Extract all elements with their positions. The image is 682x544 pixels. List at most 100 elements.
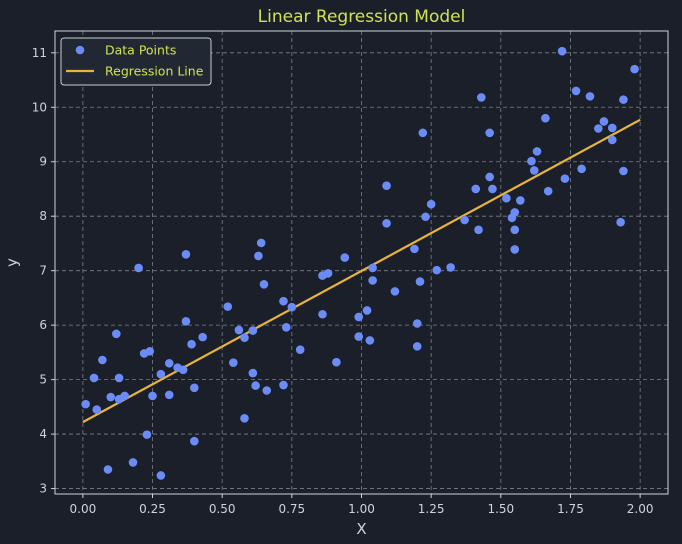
data-point bbox=[516, 196, 525, 205]
data-point bbox=[594, 124, 603, 133]
data-point bbox=[156, 471, 166, 480]
data-point bbox=[223, 302, 233, 311]
data-point bbox=[382, 218, 391, 228]
data-point bbox=[607, 123, 617, 133]
data-point bbox=[98, 355, 107, 365]
data-point bbox=[410, 244, 419, 254]
data-point bbox=[134, 263, 143, 273]
legend-box bbox=[60, 37, 212, 86]
x-tick-label: 2.00 bbox=[627, 502, 654, 516]
regression-line bbox=[82, 118, 641, 424]
data-point bbox=[599, 117, 609, 126]
data-point bbox=[571, 86, 581, 96]
data-point bbox=[362, 306, 372, 315]
data-point bbox=[145, 346, 155, 356]
data-point bbox=[510, 245, 520, 254]
x-tick-label: 1.25 bbox=[418, 502, 445, 516]
data-point bbox=[340, 253, 350, 262]
y-tick-label: 6 bbox=[39, 318, 47, 332]
data-point bbox=[89, 373, 99, 383]
data-point bbox=[112, 329, 121, 339]
data-point bbox=[446, 263, 455, 272]
legend-regression-line-label: Regression Line bbox=[105, 64, 204, 79]
y-tick-label: 11 bbox=[32, 46, 47, 60]
data-point bbox=[421, 212, 430, 222]
data-point bbox=[543, 186, 553, 196]
data-point bbox=[240, 413, 249, 423]
x-tick-label: 0.25 bbox=[139, 502, 166, 516]
data-point bbox=[106, 392, 116, 402]
data-point bbox=[81, 399, 90, 409]
data-point bbox=[485, 172, 494, 182]
data-point bbox=[502, 193, 511, 203]
data-point bbox=[368, 276, 377, 285]
data-point bbox=[198, 332, 207, 342]
data-point bbox=[287, 302, 297, 312]
data-point bbox=[156, 369, 166, 379]
legend-data-points-marker bbox=[75, 45, 85, 55]
data-point bbox=[368, 263, 377, 273]
data-point bbox=[390, 287, 400, 296]
data-point bbox=[619, 95, 628, 104]
data-point bbox=[128, 458, 138, 467]
data-point bbox=[178, 365, 188, 375]
data-point bbox=[187, 339, 196, 349]
data-point bbox=[248, 368, 258, 378]
data-point bbox=[560, 174, 570, 183]
data-point bbox=[488, 184, 497, 194]
data-point bbox=[248, 326, 258, 335]
y-tick-label: 3 bbox=[39, 482, 47, 496]
x-tick-label: 1.50 bbox=[487, 502, 514, 516]
data-point bbox=[354, 312, 364, 322]
y-tick-label: 9 bbox=[39, 155, 47, 169]
x-tick-label: 1.75 bbox=[557, 502, 584, 516]
data-point bbox=[460, 215, 469, 225]
data-point bbox=[259, 279, 269, 289]
x-tick-label: 0.50 bbox=[209, 502, 236, 516]
data-points-layer bbox=[81, 46, 639, 480]
data-point bbox=[619, 166, 628, 176]
data-point bbox=[279, 380, 288, 390]
data-point bbox=[616, 217, 625, 227]
data-point bbox=[332, 357, 341, 367]
data-point bbox=[630, 64, 639, 74]
legend-data-points-label: Data Points bbox=[105, 43, 176, 58]
data-point bbox=[262, 386, 272, 395]
data-point bbox=[415, 277, 425, 286]
x-axis-label: X bbox=[356, 520, 366, 538]
data-point bbox=[426, 199, 436, 209]
data-point bbox=[142, 430, 152, 439]
data-point bbox=[532, 147, 542, 156]
data-point bbox=[148, 391, 157, 401]
data-point bbox=[412, 319, 422, 328]
data-point bbox=[323, 269, 333, 278]
data-point bbox=[607, 135, 617, 145]
data-point bbox=[510, 225, 520, 235]
y-axis-label: y bbox=[3, 258, 21, 267]
data-point bbox=[585, 92, 595, 101]
chart-title: Linear Regression Model bbox=[258, 7, 466, 27]
data-point bbox=[190, 436, 199, 446]
data-point bbox=[471, 184, 481, 194]
data-point bbox=[577, 164, 586, 174]
data-point bbox=[318, 309, 327, 319]
data-point bbox=[474, 225, 483, 235]
data-point bbox=[114, 373, 124, 383]
data-point bbox=[181, 250, 191, 259]
data-point bbox=[557, 46, 567, 56]
data-point bbox=[181, 317, 191, 326]
data-point bbox=[164, 358, 174, 368]
x-tick-label: 0.00 bbox=[70, 502, 97, 516]
data-point bbox=[295, 345, 305, 354]
data-point bbox=[432, 265, 442, 275]
data-point bbox=[229, 358, 238, 368]
data-point bbox=[279, 296, 288, 306]
y-tick-label: 5 bbox=[39, 373, 47, 387]
data-point bbox=[164, 390, 174, 400]
data-point bbox=[92, 405, 102, 414]
data-point bbox=[485, 128, 494, 138]
y-tick-label: 4 bbox=[39, 427, 47, 441]
